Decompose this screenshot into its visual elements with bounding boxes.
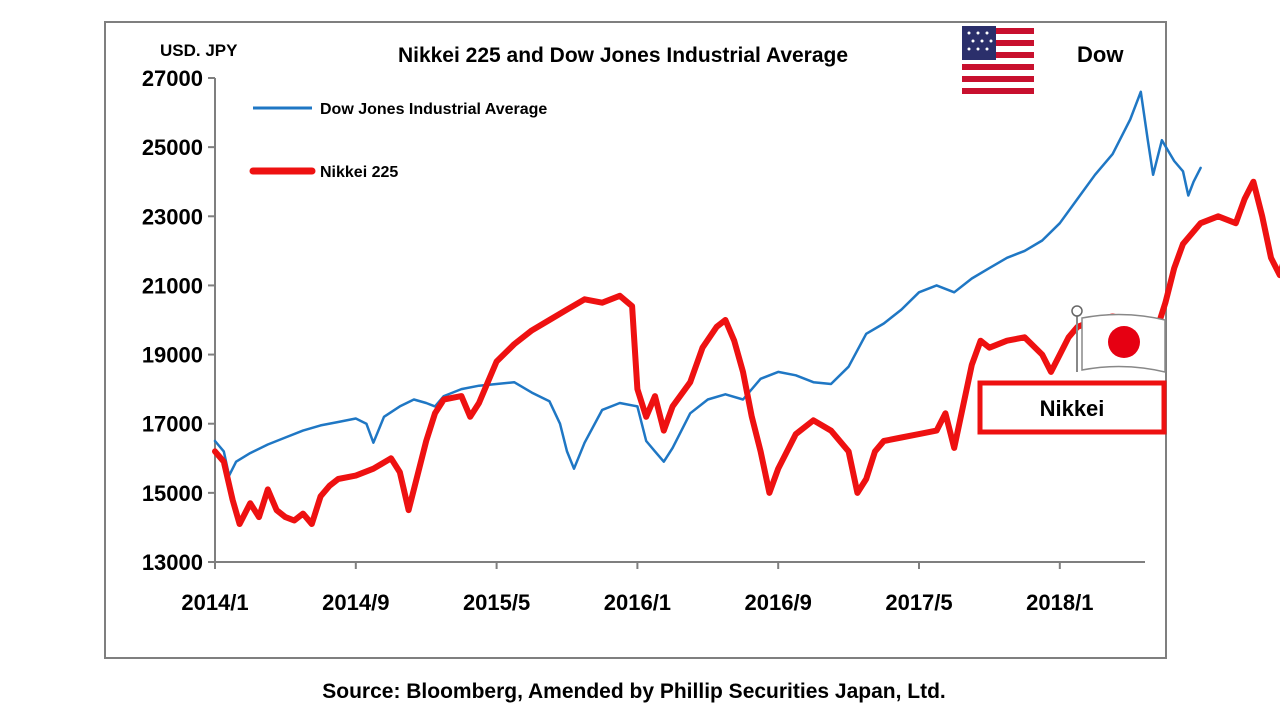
source-note: Source: Bloomberg, Amended by Phillip Se… (322, 680, 946, 703)
japan-flag-icon (1071, 305, 1166, 373)
y-tick-label: 25000 (142, 135, 203, 160)
y-tick-label: 17000 (142, 412, 203, 437)
y-axis-unit-label: USD. JPY (160, 41, 238, 60)
y-axis-ticks: 13000 15000 17000 19000 21000 23000 25000 27000 (142, 66, 215, 575)
x-tick-label: 2014/9 (322, 590, 389, 615)
us-flag-icon (962, 24, 1034, 94)
x-tick-label: 2016/9 (745, 590, 812, 615)
chart-title: Nikkei 225 and Dow Jones Industrial Aver… (398, 44, 848, 67)
y-tick-label: 19000 (142, 343, 203, 368)
us-flag-label: Dow (1077, 42, 1124, 67)
y-tick-label: 27000 (142, 66, 203, 91)
y-tick-label: 23000 (142, 204, 203, 229)
dow-series-line (213, 90, 1202, 477)
legend: Dow Jones Industrial Average Nikkei 225 (249, 101, 547, 181)
y-tick-label: 21000 (142, 273, 203, 298)
x-tick-label: 2015/5 (463, 590, 530, 615)
japan-flag-label: Nikkei (1040, 396, 1105, 421)
x-axis-ticks: 2014/1 2014/9 2015/5 2016/1 2016/9 2017/5 2018… (181, 562, 1093, 615)
y-tick-label: 13000 (142, 550, 203, 575)
legend-label-dow: Dow Jones Industrial Average (320, 101, 547, 118)
series-layer (212, 90, 1280, 527)
x-tick-label: 2018/1 (1026, 590, 1093, 615)
y-tick-label: 15000 (142, 481, 203, 506)
nikkei-series-line (212, 178, 1280, 527)
nikkei-label-box (977, 380, 1167, 435)
legend-label-nikkei: Nikkei 225 (320, 164, 398, 181)
x-tick-label: 2017/5 (885, 590, 952, 615)
x-tick-label: 2016/1 (604, 590, 671, 615)
x-tick-label: 2014/1 (181, 590, 248, 615)
